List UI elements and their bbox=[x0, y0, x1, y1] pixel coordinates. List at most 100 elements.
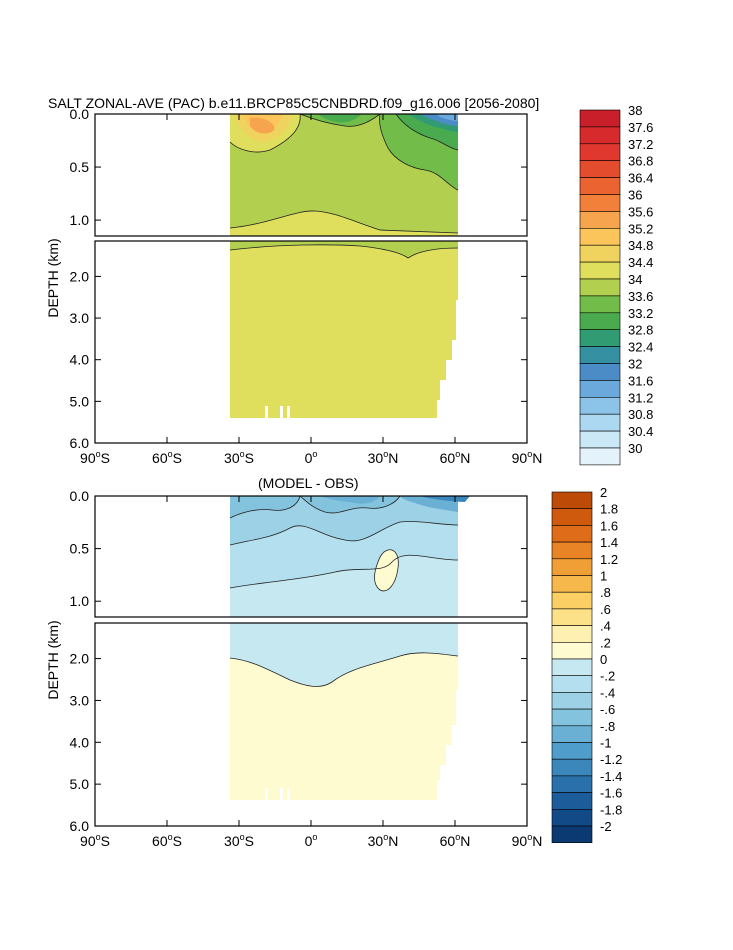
colorbar-label: -1.6 bbox=[600, 786, 622, 801]
salinity-y-label: DEPTH (km) bbox=[45, 238, 61, 317]
colorbar-label: 1 bbox=[600, 569, 607, 584]
colorbar-swatch bbox=[551, 641, 593, 660]
colorbar-label: 1.2 bbox=[600, 552, 618, 567]
y-tick-label: 1.0 bbox=[70, 593, 90, 609]
colorbar-swatch bbox=[551, 491, 593, 510]
y-tick-label: 3.0 bbox=[70, 310, 90, 326]
colorbar-swatch bbox=[579, 143, 621, 162]
y-tick-label: 2.0 bbox=[70, 651, 90, 667]
y-tick-label: 6.0 bbox=[70, 435, 90, 451]
colorbar-label: .6 bbox=[600, 602, 611, 617]
colorbar-label: 32.4 bbox=[628, 340, 653, 355]
x-tick-label: 0o bbox=[305, 449, 318, 466]
x-tick-label: 30oS bbox=[224, 832, 254, 849]
colorbar-swatch bbox=[551, 708, 593, 727]
difference-y-axis: 0.0 0.5 1.0 2.0 3.0 4.0 5.0 6.0 bbox=[70, 488, 527, 834]
colorbar-label: 32.8 bbox=[628, 323, 653, 338]
colorbar-swatch bbox=[551, 808, 593, 827]
salinity-panel: SALT ZONAL-AVE (PAC) b.e11.BRCP85C5CNBDR… bbox=[45, 95, 653, 466]
difference-colorbar: 21.81.61.41.21.8.6.4.20-.2-.4-.6-.8-1-1.… bbox=[551, 485, 622, 844]
difference-x-axis: 90oS 60oS 30oS 0o 30oN 60oN 90oN bbox=[80, 496, 542, 849]
colorbar-label: -1.8 bbox=[600, 802, 622, 817]
colorbar-label: -1.2 bbox=[600, 752, 622, 767]
colorbar-swatch bbox=[579, 160, 621, 178]
y-tick-label: 1.0 bbox=[70, 212, 90, 228]
colorbar-label: -.8 bbox=[600, 719, 615, 734]
x-tick-label: 30oN bbox=[368, 449, 399, 466]
colorbar-label: 36 bbox=[628, 188, 642, 203]
x-tick-label: 90oN bbox=[512, 449, 543, 466]
colorbar-swatch bbox=[579, 413, 621, 432]
x-tick-label: 60oN bbox=[440, 832, 471, 849]
salinity-upper-field bbox=[229, 113, 459, 236]
colorbar-swatch bbox=[551, 758, 593, 777]
colorbar-swatch bbox=[579, 177, 621, 195]
colorbar-label: 36.4 bbox=[628, 171, 653, 186]
colorbar-label: 37.6 bbox=[628, 120, 653, 135]
colorbar-swatch bbox=[551, 692, 593, 710]
colorbar-label: 33.2 bbox=[628, 306, 653, 321]
colorbar-label: 38 bbox=[628, 103, 642, 118]
colorbar-label: 31.6 bbox=[628, 373, 653, 388]
colorbar-swatch bbox=[579, 126, 621, 145]
difference-y-label: DEPTH (km) bbox=[45, 620, 61, 699]
colorbar-swatch bbox=[579, 312, 621, 330]
colorbar-label: 34.8 bbox=[628, 238, 653, 253]
colorbar-label: 1.8 bbox=[600, 502, 618, 517]
salinity-lower-field bbox=[229, 241, 459, 418]
colorbar-label: -2 bbox=[600, 819, 612, 834]
colorbar-swatch bbox=[579, 396, 621, 415]
x-tick-label: 90oS bbox=[80, 449, 110, 466]
colorbar-swatch bbox=[579, 244, 621, 263]
y-tick-label: 3.0 bbox=[70, 692, 90, 708]
colorbar-label: 34 bbox=[628, 272, 642, 287]
colorbar-label: 32 bbox=[628, 357, 642, 372]
colorbar-label: 0 bbox=[600, 652, 607, 667]
colorbar-swatch bbox=[579, 211, 621, 229]
colorbar-swatch bbox=[579, 380, 621, 398]
colorbar-label: 31.2 bbox=[628, 390, 653, 405]
salinity-y-axis: 0.0 0.5 1.0 2.0 3.0 4.0 5.0 6.0 bbox=[70, 106, 527, 451]
colorbar-label: -.6 bbox=[600, 702, 615, 717]
x-tick-label: 90oS bbox=[80, 832, 110, 849]
colorbar-label: 2 bbox=[600, 485, 607, 500]
y-tick-label: 5.0 bbox=[70, 776, 90, 792]
x-tick-label: 0o bbox=[305, 832, 318, 849]
x-tick-label: 60oS bbox=[152, 832, 182, 849]
colorbar-label: .4 bbox=[600, 619, 611, 634]
difference-panel: (MODEL - OBS) bbox=[45, 475, 622, 849]
colorbar-label: 35.2 bbox=[628, 221, 653, 236]
colorbar-swatch bbox=[579, 109, 621, 128]
salinity-x-axis: 90oS 60oS 30oS 0o 30oN 60oN 90oN bbox=[80, 114, 542, 466]
colorbar-swatch bbox=[551, 658, 593, 677]
y-tick-label: 0.5 bbox=[70, 541, 90, 557]
colorbar-swatch bbox=[551, 725, 593, 743]
colorbar-swatch bbox=[551, 558, 593, 576]
colorbar-swatch bbox=[551, 825, 593, 844]
colorbar-label: .2 bbox=[600, 635, 611, 650]
colorbar-swatch bbox=[579, 295, 621, 314]
colorbar-label: 34.4 bbox=[628, 255, 653, 270]
colorbar-swatch bbox=[551, 541, 593, 560]
colorbar-swatch bbox=[551, 625, 593, 643]
colorbar-swatch bbox=[551, 742, 593, 760]
colorbar-swatch bbox=[579, 447, 621, 466]
colorbar-swatch bbox=[579, 329, 621, 347]
colorbar-swatch bbox=[551, 525, 593, 543]
colorbar-label: 36.8 bbox=[628, 154, 653, 169]
colorbar-label: 30 bbox=[628, 441, 642, 456]
colorbar-label: -1.4 bbox=[600, 769, 622, 784]
colorbar-label: -.2 bbox=[600, 669, 615, 684]
salinity-title: SALT ZONAL-AVE (PAC) b.e11.BRCP85C5CNBDR… bbox=[48, 95, 539, 111]
colorbar-swatch bbox=[579, 261, 621, 280]
x-tick-label: 30oS bbox=[224, 449, 254, 466]
colorbar-label: -.4 bbox=[600, 685, 615, 700]
colorbar-label: 37.2 bbox=[628, 137, 653, 152]
colorbar-swatch bbox=[579, 228, 621, 246]
y-tick-label: 5.0 bbox=[70, 393, 90, 409]
colorbar-label: 33.6 bbox=[628, 289, 653, 304]
colorbar-swatch bbox=[551, 508, 593, 526]
